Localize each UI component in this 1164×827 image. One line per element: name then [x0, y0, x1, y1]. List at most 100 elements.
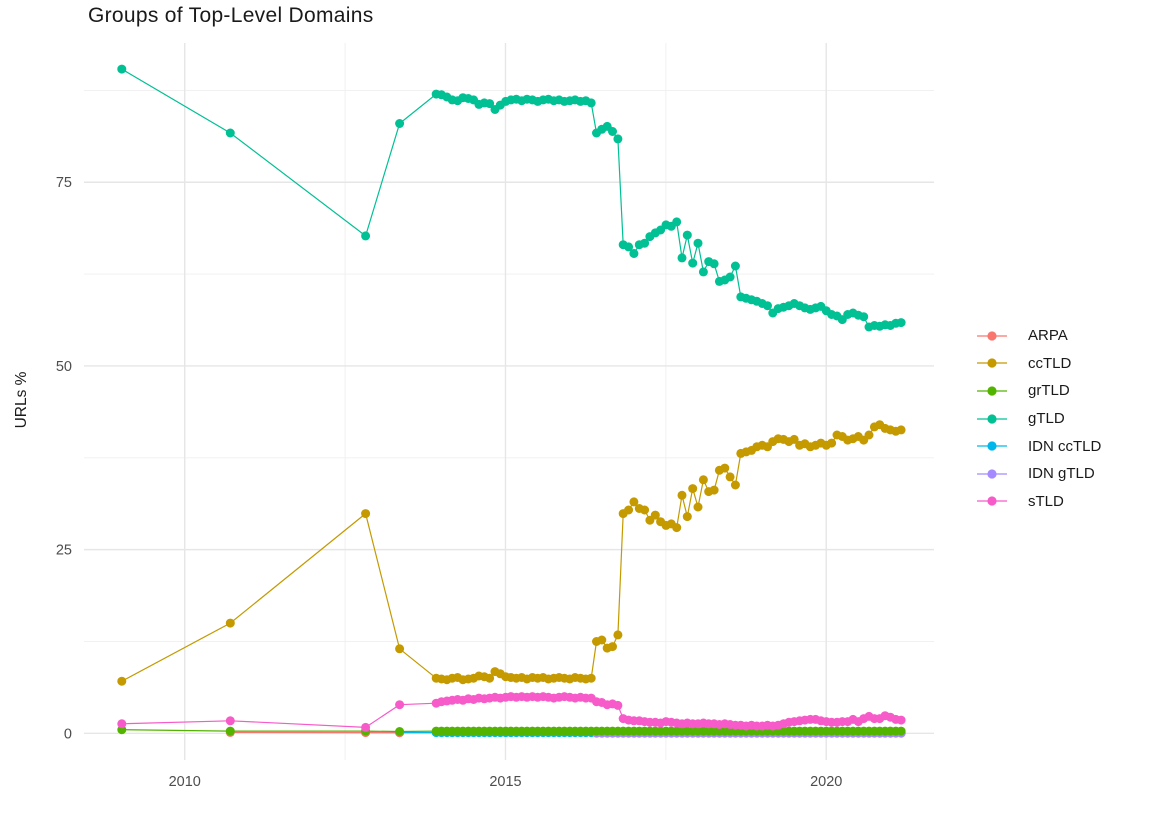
- data-point-cctld: [682, 512, 692, 522]
- legend-key-dot: [987, 413, 997, 424]
- legend-item-stld: sTLD: [976, 488, 1101, 516]
- legend-key-icon-grtld: [977, 386, 1007, 396]
- legend-key-icon-idn-gtld: [977, 469, 1007, 479]
- legend-key-icon-arpa: [977, 331, 1007, 341]
- legend-item-cctld: ccTLD: [976, 350, 1101, 378]
- legend-label: sTLD: [1028, 492, 1064, 510]
- data-point-gtld: [709, 259, 719, 269]
- x-tick-label-2010: 2010: [169, 774, 201, 790]
- series-line-cctld: [121, 424, 902, 682]
- legend-key-dot: [987, 386, 997, 396]
- data-point-cctld: [864, 430, 874, 440]
- data-point-cctld: [597, 635, 607, 645]
- data-point-cctld: [672, 523, 682, 533]
- data-point-cctld: [640, 505, 650, 515]
- chart-title: Groups of Top-Level Domains: [88, 4, 374, 27]
- legend-key-dot: [987, 358, 997, 368]
- data-point-cctld: [698, 475, 708, 485]
- data-point-gtld: [395, 119, 405, 128]
- data-point-gtld: [859, 312, 869, 322]
- series-line-gtld: [121, 68, 902, 328]
- data-point-gtld: [698, 267, 708, 277]
- data-point-grtld: [395, 727, 405, 736]
- data-point-gtld: [485, 99, 495, 109]
- legend-key-icon-idn-cctld: [977, 441, 1007, 451]
- data-point-cctld: [693, 502, 703, 512]
- legend-key-icon-cctld: [977, 358, 1007, 368]
- legend-label: IDN gTLD: [1028, 465, 1095, 483]
- y-tick-label-75: 75: [56, 175, 72, 191]
- legend-label: gTLD: [1028, 410, 1065, 428]
- y-tick-label-0: 0: [64, 726, 72, 742]
- data-point-cctld: [586, 673, 596, 683]
- data-point-gtld: [693, 238, 703, 248]
- data-point-cctld: [650, 510, 660, 520]
- legend-key-icon-stld: [977, 496, 1007, 506]
- series-points-gtld: [117, 64, 906, 332]
- legend-item-gtld: gTLD: [976, 405, 1101, 433]
- data-point-cctld: [720, 463, 730, 473]
- data-point-cctld: [827, 438, 837, 448]
- data-point-gtld: [608, 127, 617, 136]
- data-point-cctld: [677, 490, 687, 500]
- data-point-cctld: [395, 644, 405, 654]
- data-point-cctld: [709, 485, 719, 495]
- data-point-stld: [896, 715, 906, 725]
- legend-label: grTLD: [1028, 382, 1070, 400]
- legend-key-dot: [987, 496, 997, 506]
- x-tick-label-2015: 2015: [489, 774, 521, 790]
- legend-key-dot: [987, 331, 997, 341]
- data-point-gtld: [730, 261, 740, 271]
- series-points-stld: [117, 692, 906, 732]
- data-point-cctld: [624, 505, 634, 515]
- data-point-gtld: [672, 217, 682, 227]
- data-point-gtld: [896, 318, 906, 328]
- series-points-grtld: [117, 725, 906, 736]
- data-point-stld: [361, 722, 371, 732]
- data-point-stld: [613, 700, 623, 710]
- data-point-gtld: [682, 230, 692, 240]
- data-point-cctld: [789, 434, 799, 444]
- data-point-cctld: [117, 676, 127, 686]
- legend-label: IDN ccTLD: [1028, 437, 1102, 455]
- data-point-gtld: [677, 253, 687, 263]
- legend-item-idn-cctld: IDN ccTLD: [976, 432, 1101, 460]
- data-point-grtld: [225, 726, 235, 736]
- legend-label: ccTLD: [1028, 354, 1072, 372]
- data-point-gtld: [613, 134, 623, 144]
- legend-item-idn-gtld: IDN gTLD: [976, 460, 1101, 488]
- data-point-cctld: [225, 618, 235, 628]
- data-point-cctld: [361, 509, 371, 519]
- data-point-gtld: [225, 128, 235, 138]
- legend: ARPA ccTLD grTLD gTLD IDN ccTLD IDN gTLD sTLD: [976, 322, 1101, 515]
- data-point-gtld: [624, 242, 634, 252]
- data-point-cctld: [629, 497, 639, 507]
- legend-label: ARPA: [1028, 327, 1068, 345]
- data-point-grtld: [896, 726, 906, 736]
- series-points-cctld: [117, 420, 906, 686]
- data-point-gtld: [640, 238, 650, 248]
- legend-item-arpa: ARPA: [976, 322, 1101, 350]
- data-point-gtld: [763, 301, 772, 311]
- data-point-gtld: [586, 98, 596, 108]
- x-tick-label-2020: 2020: [810, 774, 842, 790]
- data-point-stld: [117, 719, 127, 729]
- data-point-cctld: [613, 630, 623, 640]
- data-point-cctld: [896, 425, 906, 435]
- data-point-cctld: [608, 642, 617, 652]
- data-point-stld: [225, 716, 235, 726]
- legend-key-icon-gtld: [977, 413, 1007, 424]
- data-point-gtld: [629, 249, 639, 258]
- data-point-cctld: [485, 673, 495, 683]
- data-point-gtld: [361, 231, 371, 241]
- data-point-cctld: [725, 472, 735, 482]
- data-point-stld: [395, 700, 405, 710]
- data-point-cctld: [688, 484, 698, 494]
- data-point-gtld: [725, 272, 735, 282]
- legend-item-grtld: grTLD: [976, 377, 1101, 405]
- legend-key-dot: [987, 441, 997, 451]
- data-point-cctld: [730, 480, 740, 490]
- legend-key-dot: [987, 469, 997, 479]
